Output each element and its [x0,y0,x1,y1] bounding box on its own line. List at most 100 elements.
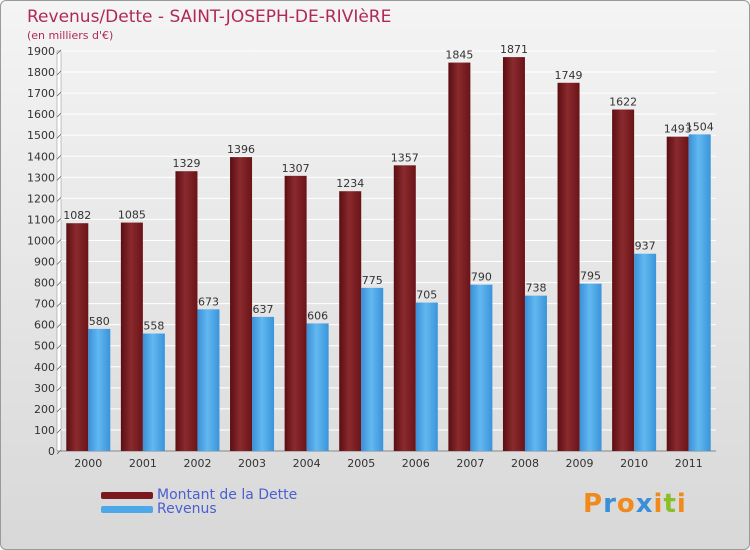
y-axis-hatch [56,323,62,328]
data-label-dette: 1396 [227,143,255,156]
y-tick-label: 1300 [27,171,55,184]
data-label-dette: 1493 [664,123,692,136]
x-tick-label: 2007 [456,457,484,470]
logo-letter: P [583,489,604,519]
logo-letter: r [603,489,617,519]
y-axis-hatch [56,407,62,413]
data-label-revenus: 580 [89,315,110,328]
bar-revenus [688,134,711,452]
x-tick-label: 2008 [511,457,539,470]
bar-revenus [252,316,275,451]
x-tick-label: 2001 [129,457,157,470]
chart-subtitle: (en milliers d'€) [27,29,114,42]
y-tick-label: 1400 [27,150,55,163]
bar-dette [175,171,198,452]
data-label-dette: 1234 [336,177,364,190]
data-label-dette: 1082 [63,209,91,222]
bar-dette [666,136,689,451]
x-tick-label: 2009 [566,457,594,470]
legend-swatch-dette [101,491,153,499]
data-label-revenus: 705 [416,289,437,302]
data-label-revenus: 775 [362,274,383,287]
data-label-revenus: 558 [143,320,164,333]
y-tick-label: 400 [34,361,55,374]
y-axis-hatch [56,344,62,349]
data-label-dette: 1845 [445,49,473,62]
data-label-revenus: 673 [198,295,219,308]
y-axis-hatch [56,70,62,76]
x-tick-label: 2004 [293,457,321,470]
y-axis-band [56,50,62,452]
y-axis-hatch [56,91,62,97]
bar-dette [339,191,362,452]
y-axis-hatch [56,155,62,160]
data-label-dette: 1085 [118,209,146,222]
logo-letter: o [616,489,636,519]
bar-revenus [197,309,220,451]
bar-revenus [634,253,657,451]
y-axis-hatch [56,218,62,223]
y-axis-hatch [56,197,62,202]
data-label-dette: 1357 [391,151,419,164]
y-tick-label: 1800 [27,66,55,79]
y-axis-hatch [56,112,62,118]
y-tick-label: 0 [48,445,55,458]
data-label-dette: 1871 [500,43,528,56]
bar-dette [612,109,635,452]
bar-dette [557,82,580,451]
y-axis-hatch [56,176,62,181]
y-axis-hatch [56,302,62,307]
y-tick-label: 800 [34,277,55,290]
legend-item-dette: Montant de la Dette [101,488,297,502]
chart-title: Revenus/Dette - SAINT-JOSEPH-DE-RIVIèRE [27,7,392,27]
legend-label-dette: Montant de la Dette [157,487,298,503]
logo-letter: t [663,489,677,519]
y-axis-hatch [56,428,62,434]
bar-dette [284,175,307,451]
data-label-revenus: 606 [307,309,328,322]
bar-revenus [579,283,602,451]
data-label-dette: 1307 [282,162,310,175]
y-axis-hatch [56,260,62,265]
data-label-dette: 1329 [172,157,200,170]
y-tick-label: 600 [34,319,55,332]
data-label-revenus: 790 [471,271,492,284]
legend-label-revenus: Revenus [157,501,217,517]
bar-revenus [524,295,547,451]
y-axis-hatch [56,239,62,244]
bar-revenus [415,302,438,451]
data-label-revenus: 738 [525,282,546,295]
bar-revenus [470,284,493,451]
bar-dette [230,157,253,451]
bar-revenus [88,328,111,451]
logo-letter: i [653,489,664,519]
y-tick-label: 500 [34,340,55,353]
data-label-revenus: 937 [635,240,656,253]
legend-swatch-revenus [101,505,153,513]
y-tick-label: 300 [34,382,55,395]
y-axis-hatch [56,133,62,139]
y-tick-label: 1700 [27,87,55,100]
x-tick-label: 2010 [620,457,648,470]
y-tick-label: 1000 [27,234,55,247]
data-label-revenus: 1504 [686,120,714,133]
x-tick-label: 2003 [238,457,266,470]
x-tick-label: 2011 [675,457,703,470]
bar-revenus [361,287,384,451]
bar-dette [502,57,525,452]
x-tick-label: 2005 [347,457,375,470]
bar-dette [448,62,471,451]
x-tick-label: 2000 [74,457,102,470]
bar-dette [66,223,89,451]
y-axis-hatch [56,49,62,55]
data-label-dette: 1749 [555,69,583,82]
logo-letter: i [676,489,687,519]
y-tick-label: 1900 [27,45,55,58]
y-tick-label: 200 [34,403,55,416]
y-tick-label: 1600 [27,108,55,121]
data-label-dette: 1622 [609,96,637,109]
bar-dette [120,222,143,451]
data-label-revenus: 795 [580,270,601,283]
